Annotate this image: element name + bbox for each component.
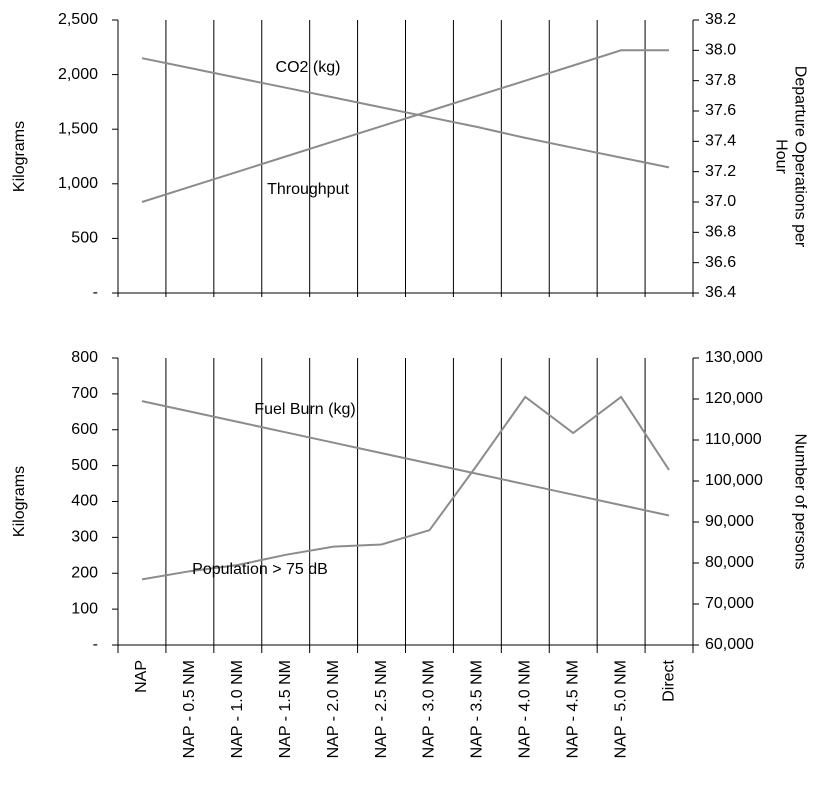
series-label-box: CO2 (kg) <box>275 59 341 76</box>
series-line <box>141 49 669 203</box>
y-tick-label: 2,000 <box>58 66 98 83</box>
y-tick-label: 1,000 <box>58 175 98 192</box>
y-tick-label: 500 <box>71 230 98 247</box>
y2-tick-label: 37.8 <box>705 72 736 89</box>
y-axis-label: Kilograms <box>11 466 28 537</box>
y2-tick-label: 37.2 <box>705 163 736 180</box>
series-label: CO2 (kg) <box>275 59 341 76</box>
x-tick-label: NAP - 1.0 NM <box>229 660 246 758</box>
y2-tick-label: 120,000 <box>705 390 763 407</box>
x-tick-label: NAP <box>133 660 150 693</box>
x-tick-label: NAP - 3.5 NM <box>469 660 486 758</box>
y2-tick-label: 38.2 <box>705 11 736 28</box>
y2-tick-label: 37.6 <box>705 102 736 119</box>
y-tick-label: 200 <box>71 564 98 581</box>
x-tick-label: NAP - 2.0 NM <box>325 660 342 758</box>
series-line <box>141 57 670 169</box>
y2-tick-label: 36.6 <box>705 254 736 271</box>
x-tick-label: NAP - 2.5 NM <box>373 660 390 758</box>
y-tick-label: - <box>93 636 98 653</box>
y2-tick-label: 130,000 <box>705 349 763 366</box>
x-tick-label: NAP - 4.5 NM <box>564 660 581 758</box>
y-tick-label: 300 <box>71 529 98 546</box>
y2-tick-label: 100,000 <box>705 472 763 489</box>
y-tick-label: 800 <box>71 349 98 366</box>
x-tick-label: Direct <box>660 659 677 701</box>
y-tick-label: 100 <box>71 600 98 617</box>
y-tick-label: - <box>93 284 98 301</box>
y-tick-label: 2,500 <box>58 11 98 28</box>
y2-axis-label-box: Number of persons <box>792 433 809 570</box>
x-tick-label: NAP - 5.0 NM <box>612 660 629 758</box>
y-tick-label: 700 <box>71 385 98 402</box>
x-tick-label: NAP - 0.5 NM <box>181 660 198 758</box>
series-label-box: Fuel Burn (kg) <box>254 401 356 418</box>
series-label: Fuel Burn (kg) <box>254 401 356 418</box>
x-tick-label: NAP - 4.0 NM <box>517 660 534 758</box>
series-line <box>141 400 670 517</box>
y-tick-label: 1,500 <box>58 120 98 137</box>
series-label-box: Population > 75 dB <box>192 561 328 578</box>
y2-tick-label: 80,000 <box>705 554 754 571</box>
x-tick-label: NAP - 3.0 NM <box>421 660 438 758</box>
y-tick-label: 400 <box>71 493 98 510</box>
y2-tick-label: 90,000 <box>705 513 754 530</box>
y-tick-label: 500 <box>71 457 98 474</box>
y2-tick-label: 70,000 <box>705 595 754 612</box>
y2-tick-label: 60,000 <box>705 636 754 653</box>
y2-axis-label: Number of persons <box>792 433 809 570</box>
series-label-box: Throughput <box>267 181 349 198</box>
y-axis-label: Kilograms <box>11 121 28 192</box>
y2-tick-label: 110,000 <box>705 431 762 448</box>
y2-axis-label-box: Departure Operations per Hour <box>773 65 809 248</box>
y2-tick-label: 38.0 <box>705 42 736 59</box>
y2-tick-label: 37.4 <box>705 133 736 150</box>
y2-tick-label: 36.8 <box>705 224 736 241</box>
y2-tick-label: 36.4 <box>705 284 736 301</box>
series-label: Throughput <box>267 181 349 198</box>
series-label: Population > 75 dB <box>192 561 328 578</box>
series-line <box>141 395 670 581</box>
x-tick-label: NAP - 1.5 NM <box>277 660 294 758</box>
y2-tick-label: 37.0 <box>705 193 736 210</box>
y-tick-label: 600 <box>71 421 98 438</box>
y2-axis-label: Departure Operations per Hour <box>773 65 809 248</box>
